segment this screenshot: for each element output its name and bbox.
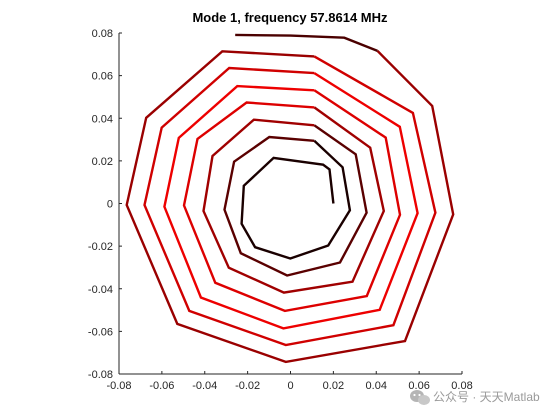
y-tick-label: 0.04 [92, 113, 113, 125]
x-tick-label: -0.06 [149, 380, 174, 392]
x-tick-label: -0.08 [106, 380, 131, 392]
y-tick-label: -0.08 [88, 369, 113, 381]
x-tick-label: 0.06 [408, 380, 429, 392]
coil-segment-5 [163, 72, 419, 330]
coil-segment-4 [182, 89, 402, 313]
coil-trace [125, 33, 455, 364]
y-tick-label: 0.02 [92, 156, 113, 168]
x-tick-label: -0.04 [192, 380, 217, 392]
x-tick-label: 0.04 [366, 380, 387, 392]
watermark: 公众号 · 天天Matlab [410, 390, 540, 405]
coil-segment-3 [202, 106, 386, 294]
x-tick-label: 0 [287, 380, 293, 392]
x-ticks: -0.08 -0.06 -0.04 -0.02 0 0.02 0.04 0.06 0.08 [106, 371, 473, 392]
coil-segment-2 [223, 124, 368, 277]
wechat-icon [410, 390, 430, 405]
coil-segment-6 [143, 55, 437, 347]
y-tick-label: 0.08 [92, 28, 113, 40]
x-tick-label: 0.08 [451, 380, 472, 392]
y-ticks: -0.08 -0.06 -0.04 -0.02 0 0.02 0.04 0.06 0.08 [88, 28, 122, 381]
chart-title: Mode 1, frequency 57.8614 MHz [192, 10, 388, 25]
y-tick-label: 0.06 [92, 71, 113, 83]
y-tick-label: -0.06 [88, 326, 113, 338]
x-tick-label: -0.02 [235, 380, 260, 392]
coil-segment-1 [240, 139, 352, 260]
coil-segment-8 [235, 33, 378, 53]
y-tick-label: -0.02 [88, 241, 113, 253]
y-tick-label: -0.04 [88, 284, 113, 296]
plot-area: -0.08 -0.06 -0.04 -0.02 0 0.02 0.04 0.06 0.08 -0… [88, 28, 473, 392]
watermark-text: 公众号 · 天天Matlab [433, 390, 540, 404]
x-tick-label: 0.02 [323, 380, 344, 392]
coil-segment-7 [125, 50, 455, 364]
y-tick-label: 0 [107, 199, 113, 211]
